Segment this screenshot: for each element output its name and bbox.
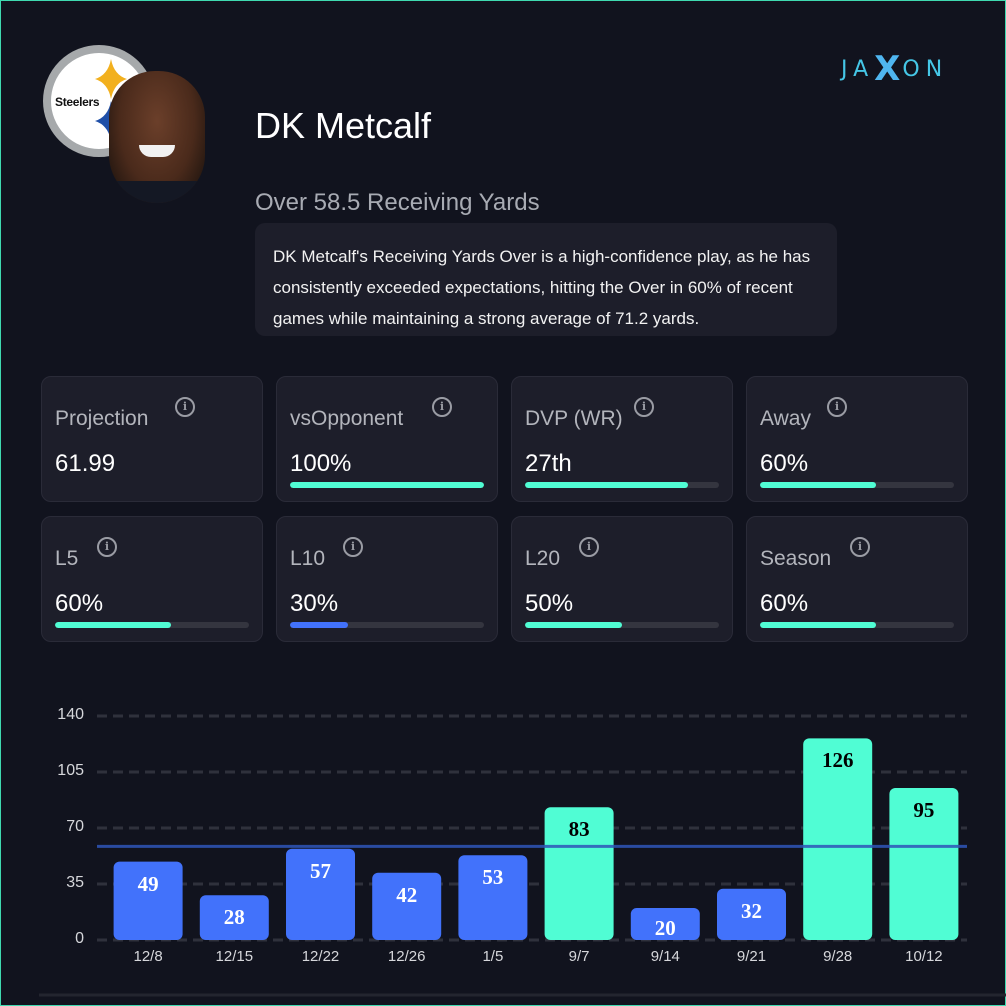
- bar-value-label: 53: [482, 865, 504, 890]
- x-tick-label: 12/22: [301, 948, 340, 965]
- stat-label: vsOpponent: [290, 407, 404, 430]
- bar-12-22[interactable]: [286, 848, 355, 940]
- progress-track: [55, 622, 249, 628]
- info-icon[interactable]: i: [175, 397, 195, 417]
- x-tick-label: 1/5: [482, 948, 504, 965]
- bar-12-15[interactable]: [199, 895, 269, 940]
- info-icon[interactable]: i: [432, 397, 452, 417]
- progress-track: [760, 482, 954, 488]
- stat-label: Season: [760, 547, 832, 570]
- progress-fill: [760, 622, 877, 628]
- stat-label: Away: [760, 407, 811, 430]
- progress-track: [290, 482, 484, 488]
- stat-value: 27th: [525, 450, 572, 477]
- y-tick-label: 35: [66, 874, 84, 891]
- stat-label: DVP (WR): [525, 407, 623, 430]
- player-name: DK Metcalf: [255, 105, 432, 146]
- analysis-summary: DK Metcalf's Receiving Yards Over is a h…: [255, 223, 837, 336]
- info-icon[interactable]: i: [579, 537, 599, 557]
- bar-value-label: 20: [654, 916, 676, 940]
- stat-card-season: Season i 60%: [746, 516, 968, 642]
- stat-card-dvp-wr: DVP (WR) i 27th: [511, 376, 733, 502]
- y-tick-label: 0: [75, 930, 84, 947]
- x-tick-label: 12/8: [133, 948, 163, 965]
- progress-track: [760, 622, 954, 628]
- bar-value-label: 126: [821, 748, 854, 773]
- bar-value-label: 49: [137, 871, 159, 896]
- stat-label: L5: [55, 547, 79, 570]
- stat-value: 61.99: [55, 450, 116, 477]
- y-tick-label: 70: [66, 818, 84, 835]
- progress-track: [525, 622, 719, 628]
- progress-fill: [525, 482, 688, 488]
- bar-10-12[interactable]: [889, 788, 959, 940]
- info-icon[interactable]: i: [850, 537, 870, 557]
- x-tick-label: 9/7: [568, 948, 590, 965]
- stat-card-projection: Projection i 61.99: [41, 376, 263, 502]
- player-headshot-icon: [109, 71, 205, 203]
- x-tick-label: 12/26: [387, 948, 426, 965]
- progress-track: [525, 482, 719, 488]
- game-log-chart: 0 35 70 105 140 49 12/8 28 12/15 57 12/22 42 12/26 53…: [1, 691, 1006, 1001]
- x-tick-label: 9/14: [650, 948, 680, 965]
- prop-line: Over 58.5 Receiving Yards: [255, 189, 540, 216]
- progress-fill: [760, 482, 877, 488]
- bar-9-28[interactable]: [803, 738, 873, 940]
- team-name: Steelers: [55, 95, 100, 109]
- bar-12-8[interactable]: [113, 861, 183, 940]
- bar-value-label: 28: [223, 905, 245, 930]
- bar-value-label: 57: [310, 858, 331, 883]
- stat-value: 60%: [55, 590, 104, 617]
- stat-label: Projection: [55, 407, 149, 430]
- stat-card-l20: L20 i 50%: [511, 516, 733, 642]
- progress-fill: [290, 622, 349, 628]
- progress-track: [290, 622, 484, 628]
- bar-1-5[interactable]: [458, 855, 528, 940]
- stat-value: 100%: [290, 450, 352, 477]
- stat-card-l5: L5 i 60%: [41, 516, 263, 642]
- bar-9-7[interactable]: [544, 807, 614, 940]
- bar-value-label: 32: [741, 898, 762, 923]
- stat-card-vsopponent: vsOpponent i 100%: [276, 376, 498, 502]
- stat-label: L20: [525, 547, 561, 570]
- bar-value-label: 95: [913, 798, 935, 822]
- y-tick-label: 105: [57, 762, 84, 779]
- x-tick-label: 9/28: [823, 948, 853, 965]
- x-tick-label: 9/21: [736, 948, 767, 965]
- bar-value-label: 42: [396, 882, 418, 907]
- jaxon-logo: JAXON: [841, 49, 949, 89]
- stat-label: L10: [290, 547, 326, 570]
- progress-fill: [290, 482, 484, 488]
- x-tick-label: 12/15: [215, 948, 254, 965]
- header-images: Steelers: [41, 43, 211, 203]
- bar-9-14[interactable]: [630, 908, 700, 940]
- stat-value: 60%: [760, 590, 809, 617]
- bar-value-label: 83: [568, 817, 590, 842]
- stat-value: 50%: [525, 590, 574, 617]
- info-icon[interactable]: i: [97, 537, 117, 557]
- chart-canvas: [39, 714, 1006, 997]
- info-icon[interactable]: i: [343, 537, 363, 557]
- stat-value: 30%: [290, 590, 339, 617]
- info-icon[interactable]: i: [827, 397, 847, 417]
- bar-9-21[interactable]: [717, 888, 786, 940]
- x-tick-label: 10/12: [905, 948, 943, 965]
- stat-value: 60%: [760, 450, 809, 477]
- progress-fill: [55, 622, 172, 628]
- progress-fill: [525, 622, 622, 628]
- y-tick-label: 140: [57, 706, 84, 723]
- stat-card-away: Away i 60%: [746, 376, 968, 502]
- stat-card-l10: L10 i 30%: [276, 516, 498, 642]
- bar-12-26[interactable]: [372, 872, 442, 940]
- info-icon[interactable]: i: [634, 397, 654, 417]
